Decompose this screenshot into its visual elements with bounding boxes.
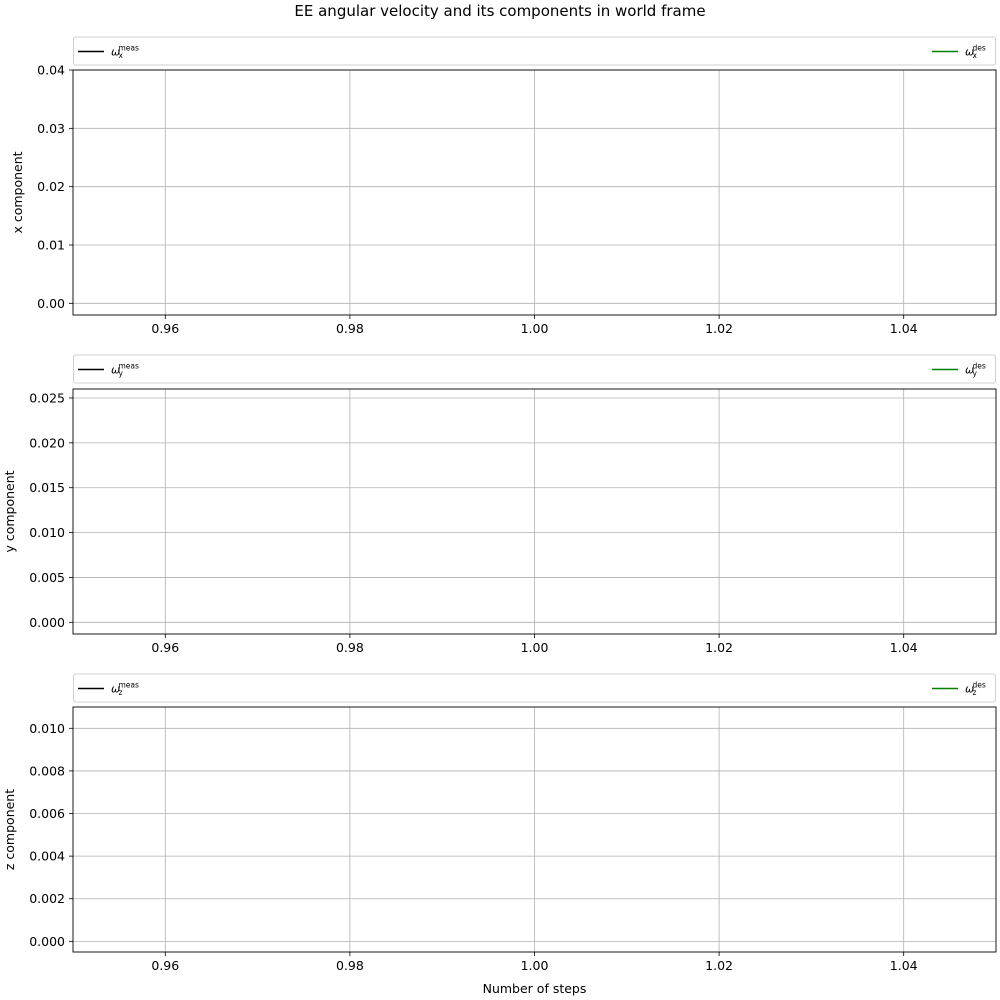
- subplot-1: 0.96 0.98 1.00 1.02 1.04 0.00 0.01 0.02 0.03 0.04…: [10, 36, 997, 336]
- axes-frame: [72, 69, 997, 316]
- y-tick-label: 0.006: [29, 806, 65, 821]
- legend-frame: [73, 354, 996, 384]
- y-axis-label: x component: [10, 151, 25, 233]
- y-axis-label: z component: [2, 789, 17, 870]
- x-tick-label: 1.02: [705, 321, 733, 336]
- x-axis-label: Number of steps: [483, 981, 587, 996]
- legend-frame: [73, 36, 996, 66]
- x-tick-label: 1.02: [705, 640, 733, 655]
- legend-label-sup: meas: [119, 681, 140, 690]
- x-tick-label: 0.98: [336, 321, 364, 336]
- y-tick-label: 0.000: [29, 615, 65, 630]
- legend-label-base: ω: [111, 683, 120, 696]
- y-tick-label: 0.004: [29, 849, 65, 864]
- subplot-3: 0.96 0.98 1.00 1.02 1.04 0.000 0.002 0.004 0.006…: [2, 673, 997, 973]
- legend-label-sup: des: [973, 681, 986, 690]
- legend-label-sub: y: [119, 369, 124, 378]
- x-tick-label: 1.04: [890, 958, 918, 973]
- x-tick-label: 1.00: [521, 321, 549, 336]
- x-tick-label: 1.04: [890, 640, 918, 655]
- y-tick-label: 0.01: [37, 238, 65, 253]
- grid-lines: [73, 389, 996, 634]
- x-tick-label: 1.04: [890, 321, 918, 336]
- axes-frame: [72, 388, 997, 635]
- legend-label-sup: meas: [119, 44, 140, 53]
- y-tick-label: 0.00: [37, 296, 65, 311]
- y-tick-label: 0.000: [29, 934, 65, 949]
- legend-label-base: ω: [965, 683, 974, 696]
- x-tick-label: 0.98: [336, 958, 364, 973]
- y-tick-label: 0.008: [29, 763, 65, 778]
- y-tick-label: 0.025: [29, 390, 65, 405]
- legend-label-sub: x: [973, 51, 978, 60]
- x-tick-label: 1.00: [521, 640, 549, 655]
- legend-label-base: ω: [965, 46, 974, 59]
- legend-label-sub: x: [119, 51, 124, 60]
- legend-label-base: ω: [111, 46, 120, 59]
- y-tick-label: 0.015: [29, 480, 65, 495]
- x-tick-label: 0.98: [336, 640, 364, 655]
- legend-label-sub: z: [119, 688, 123, 697]
- legend-frame: [73, 673, 996, 703]
- x-tick-label: 0.96: [151, 640, 179, 655]
- legend-label-sup: des: [973, 44, 986, 53]
- y-tick-label: 0.04: [37, 63, 65, 78]
- y-tick-label: 0.020: [29, 435, 65, 450]
- legend-label-base: ω: [111, 364, 120, 377]
- grid-lines: [73, 707, 996, 952]
- y-tick-label: 0.02: [37, 179, 65, 194]
- figure-title: EE angular velocity and its components i…: [294, 2, 705, 20]
- x-tick-label: 0.96: [151, 958, 179, 973]
- y-tick-label: 0.010: [29, 525, 65, 540]
- grid-lines: [73, 69, 996, 315]
- y-tick-label: 0.03: [37, 121, 65, 136]
- y-tick-label: 0.002: [29, 891, 65, 906]
- legend-label-sup: des: [973, 362, 986, 371]
- x-tick-label: 1.02: [705, 958, 733, 973]
- x-tick-label: 0.96: [151, 321, 179, 336]
- x-tick-label: 1.00: [521, 958, 549, 973]
- subplot-2: 0.96 0.98 1.00 1.02 1.04 0.000 0.005 0.010 0.015…: [2, 354, 997, 655]
- legend-label-sub: z: [973, 688, 977, 697]
- legend-label-sub: y: [973, 369, 978, 378]
- y-axis-label: y component: [2, 470, 17, 552]
- y-tick-label: 0.005: [29, 570, 65, 585]
- legend-label-sup: meas: [119, 362, 140, 371]
- legend-label-base: ω: [965, 364, 974, 377]
- y-tick-label: 0.010: [29, 721, 65, 736]
- axes-frame: [72, 706, 997, 953]
